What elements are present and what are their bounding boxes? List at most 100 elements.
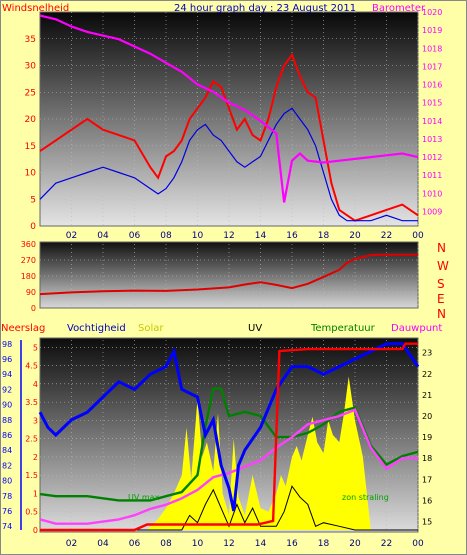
- temp-y-tick: 23: [422, 349, 432, 358]
- x-tick-label: 14: [255, 231, 267, 241]
- humidity-y-tick: 86: [2, 431, 12, 440]
- uv-label: UV: [248, 323, 262, 334]
- rain-y-tick: 1: [33, 489, 38, 498]
- barometer-line: [39, 14, 419, 203]
- x-tick-label: 16: [286, 539, 298, 549]
- wind-y-tick: 25: [25, 88, 36, 98]
- x-tick-label: 02: [66, 539, 77, 549]
- baro-y-tick: 1016: [422, 81, 442, 90]
- x-tick-label: 12: [223, 539, 234, 549]
- x-tick-label: 18: [318, 231, 330, 241]
- humidity-y-tick: 78: [2, 492, 12, 501]
- baro-y-tick: 1014: [422, 117, 442, 126]
- humidity-y-tick: 80: [2, 477, 12, 486]
- x-tick-label: 02: [66, 231, 77, 241]
- temperatuur-label: Temperatuur: [310, 323, 376, 334]
- x-tick-label: 00: [412, 231, 424, 241]
- wind-direction-series: [39, 253, 418, 296]
- humidity-y-tick: 94: [2, 370, 12, 379]
- dir-y-tick: 270: [21, 256, 36, 265]
- dir-label-n2: N: [437, 307, 446, 321]
- wind-direction-line: [39, 253, 418, 296]
- rain-y-tick: 2: [33, 453, 38, 462]
- humidity-y-tick: 96: [2, 355, 12, 364]
- x-tick-label: 08: [160, 231, 172, 241]
- wind-y-tick: 15: [25, 142, 36, 152]
- rain-humidity-series: [38, 342, 420, 532]
- wind-y-tick: 10: [25, 169, 37, 179]
- x-tick-label: 08: [160, 539, 172, 549]
- rain-y-tick: 2.5: [25, 435, 38, 444]
- baro-y-tick: 1018: [422, 44, 442, 53]
- temp-y-tick: 19: [422, 433, 432, 442]
- humidity-y-tick: 92: [2, 385, 12, 394]
- zon-straling-annotation: zon straling: [342, 493, 389, 502]
- dir-label-n1: N: [437, 241, 446, 255]
- temp-y-tick: 15: [422, 518, 432, 527]
- rain-y-tick: 5: [33, 343, 38, 352]
- dir-label-w: W: [437, 259, 449, 273]
- rain-y-tick: 0: [33, 526, 38, 535]
- dewpoint-line: [39, 408, 418, 525]
- x-tick-label: 20: [349, 539, 361, 549]
- baro-y-tick: 1013: [422, 135, 442, 144]
- wind-direction-plot-area: [39, 241, 419, 309]
- baro-y-tick: 1017: [422, 62, 442, 71]
- humidity-y-tick: 88: [2, 416, 12, 425]
- temp-y-tick: 16: [422, 496, 432, 505]
- wind-barometer-series: [39, 14, 419, 222]
- x-tick-label: 14: [255, 539, 267, 549]
- rain-y-tick: 0.5: [25, 508, 38, 517]
- baro-y-tick: 1009: [422, 207, 442, 216]
- rain-y-tick: 3.5: [25, 398, 38, 407]
- temp-y-tick: 20: [422, 412, 432, 421]
- rain-y-tick: 4.5: [25, 362, 38, 371]
- humidity-y-tick: 98: [2, 340, 12, 349]
- humidity-line: [38, 342, 420, 512]
- rain-humidity-ticks: 0 0.5 1 1.5 2 2.5 3 3.5 4 4.5 5 74 76 78 80 82 84 86 88 90 9…: [2, 340, 432, 549]
- windsnelheid-label: Windsnelheid: [2, 3, 69, 14]
- wind-direction-grid: [40, 244, 419, 308]
- vochtigheid-label: Vochtigheid: [67, 323, 126, 334]
- x-tick-label: 06: [129, 231, 141, 241]
- dir-y-tick: 180: [21, 272, 36, 281]
- baro-y-tick: 1012: [422, 153, 442, 162]
- wind-y-tick: 20: [25, 115, 37, 125]
- x-tick-label: 10: [192, 231, 204, 241]
- humidity-y-tick: 84: [2, 446, 12, 455]
- humidity-y-tick: 90: [2, 401, 12, 410]
- wind-y-tick: 30: [25, 62, 37, 72]
- wind-avg-line: [39, 107, 418, 222]
- x-tick-label: 12: [223, 231, 234, 241]
- baro-y-tick: 1010: [422, 189, 442, 198]
- rain-line: [40, 342, 418, 532]
- solar-label: Solar: [138, 323, 164, 334]
- baro-y-tick: 1020: [422, 8, 442, 17]
- dir-label-e: E: [437, 292, 445, 306]
- barometer-label: Barometer: [372, 3, 426, 14]
- x-tick-label: 04: [97, 539, 109, 549]
- x-tick-label: 06: [129, 539, 141, 549]
- neerslag-label: Neerslag: [1, 323, 45, 334]
- uv-line: [40, 485, 418, 531]
- humidity-y-tick: 82: [2, 461, 12, 470]
- x-tick-label: 16: [286, 231, 298, 241]
- x-tick-label: 22: [381, 231, 392, 241]
- temp-y-tick: 22: [422, 370, 432, 379]
- wind-y-tick: 35: [25, 35, 36, 45]
- rain-y-tick: 3: [33, 416, 38, 425]
- rain-y-tick: 4: [33, 380, 38, 389]
- uv-max-annotation: UV max: [128, 493, 160, 502]
- wind-y-tick: 5: [30, 195, 36, 205]
- temperature-line: [39, 387, 419, 502]
- chart-title: 24 hour graph day : 23 August 2011: [174, 3, 356, 14]
- baro-y-tick: 1011: [422, 171, 442, 180]
- wind-barometer-ticks: 0510152025303510091010101110121013101410…: [25, 8, 443, 241]
- humidity-y-tick: 74: [2, 522, 12, 531]
- humidity-y-tick: 76: [2, 507, 12, 516]
- baro-y-tick: 1019: [422, 26, 442, 35]
- baro-y-tick: 1015: [422, 99, 442, 108]
- solar-area: [40, 376, 418, 530]
